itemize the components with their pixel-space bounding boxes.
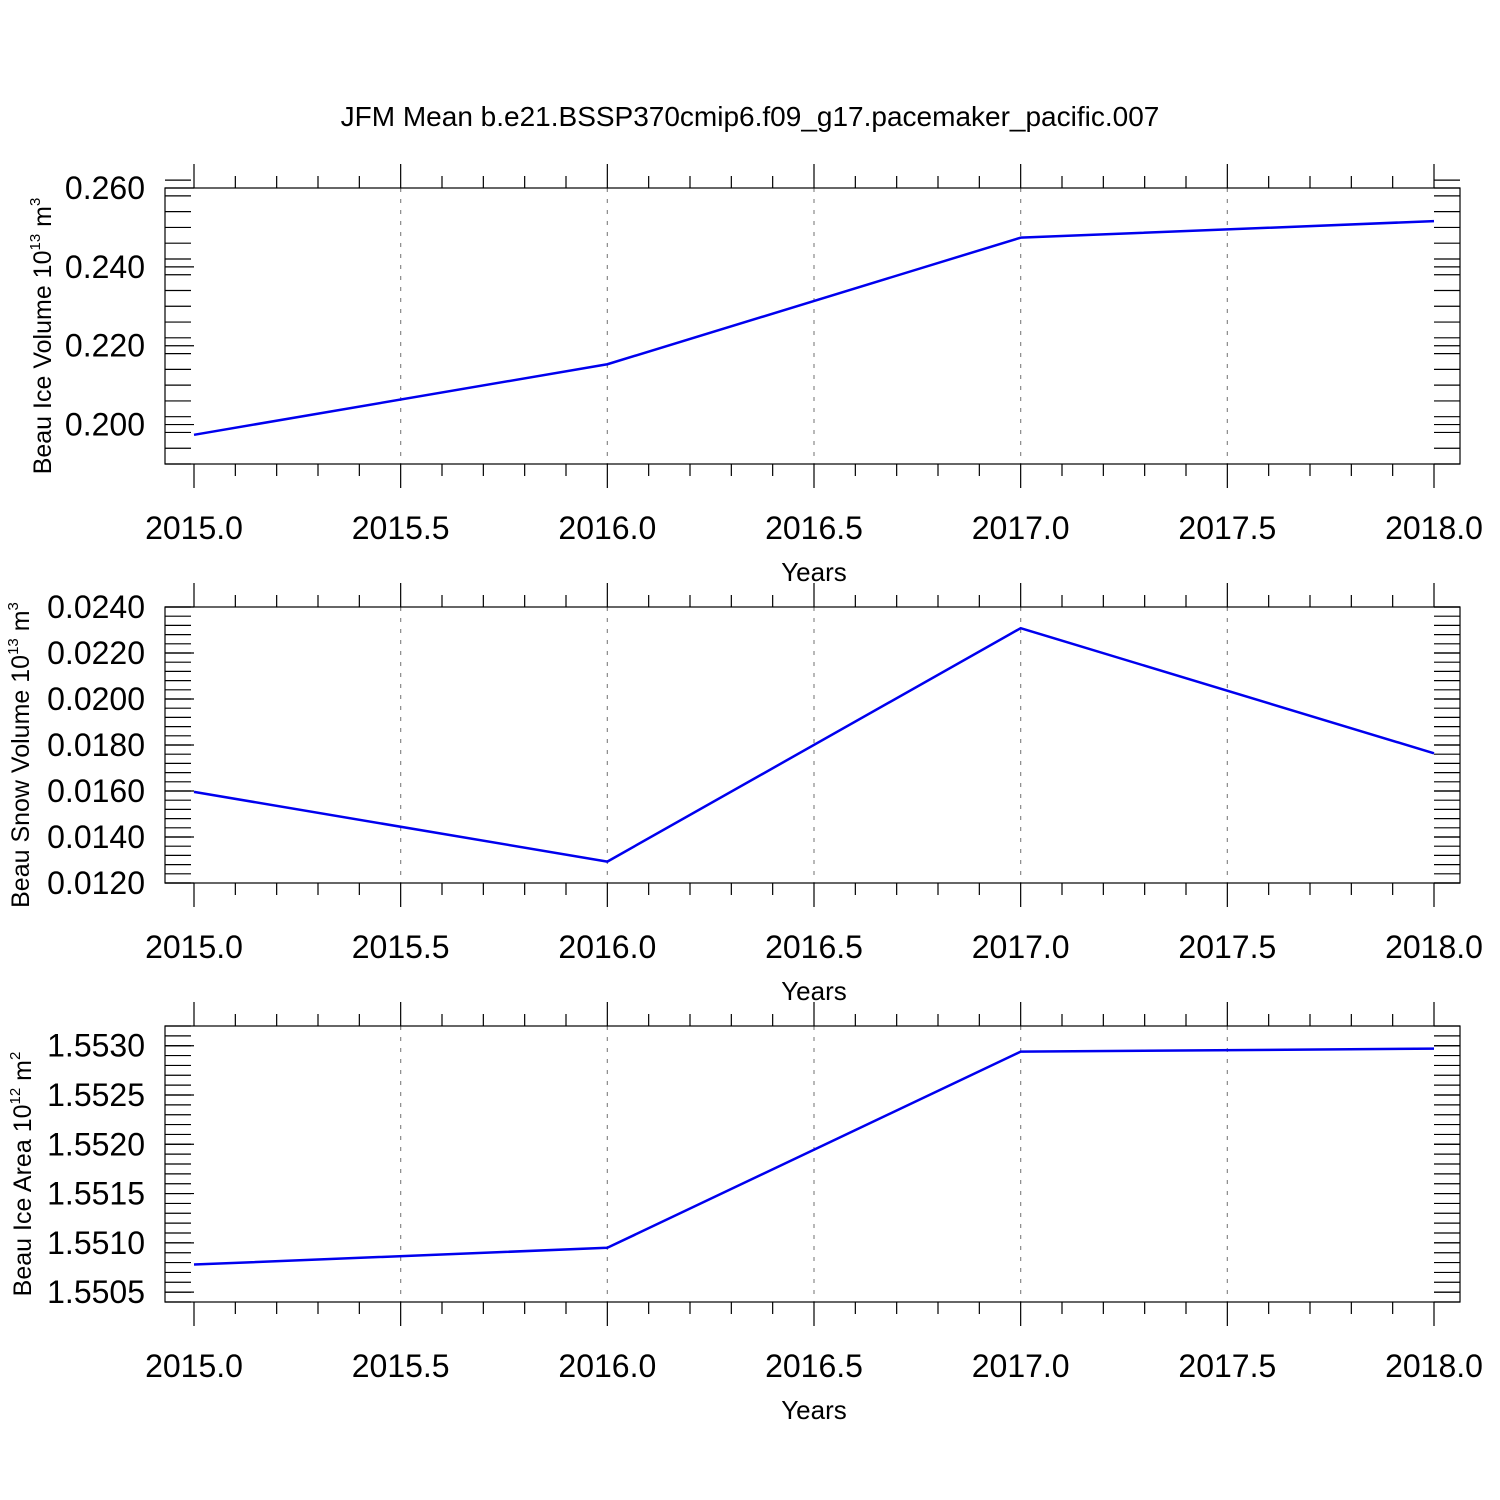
x-tick-label: 2016.5 [765,510,863,546]
x-tick-label: 2016.0 [558,929,656,965]
x-tick-label: 2017.5 [1178,929,1276,965]
y-tick-label: 1.5530 [47,1028,145,1064]
x-tick-label: 2017.0 [972,1348,1070,1384]
y-tick-label: 0.0220 [47,635,145,671]
y-axis-title: Beau Ice Volume 1013 m3 [27,198,57,475]
y-axis-title-part: Beau Ice Area 10 [9,1105,37,1297]
y-axis-title: Beau Ice Area 1012 m2 [7,1052,37,1297]
x-tick-label: 2016.5 [765,929,863,965]
panel-3: 2015.0 2015.5 2016.0 2016.5 2017.0 2017.5 2018… [7,1002,1483,1425]
y-tick-label: 1.5515 [47,1176,145,1212]
chart-title: JFM Mean b.e21.BSSP370cmip6.f09_g17.pace… [341,101,1160,132]
x-tick-label: 2015.0 [145,510,243,546]
x-tick-label: 2015.5 [352,1348,450,1384]
x-tick-label: 2016.5 [765,1348,863,1384]
y-tick-label: 0.200 [65,407,145,443]
y-axis-title-part: Beau Ice Volume 10 [29,251,57,475]
y-axis-title-part: m [29,206,57,234]
x-tick-label: 2017.0 [972,929,1070,965]
x-tick-label: 2015.5 [352,510,450,546]
plot-frame [164,1025,1461,1303]
panels: 2015.0 2015.5 2016.0 2016.5 2017.0 2017.5 2018… [5,164,1483,1425]
y-tick-label: 0.0180 [47,727,145,763]
panel-1: 2015.0 2015.5 2016.0 2016.5 2017.0 2017.5 2018… [27,164,1483,587]
y-tick-label: 0.240 [65,249,145,285]
y-tick-label: 0.0200 [47,681,145,717]
x-tick-label: 2017.5 [1178,1348,1276,1384]
data-line [193,626,1435,863]
y-tick-label: 0.0160 [47,773,145,809]
y-tick-label: 0.260 [65,170,145,206]
x-tick-label: 2016.0 [558,510,656,546]
y-tick-label: 0.0120 [47,865,145,901]
y-axis-title-superscript: 12 [7,1088,24,1105]
y-axis-title-superscript: 13 [5,638,22,655]
y-axis-title-part: Beau Snow Volume 10 [7,655,35,908]
x-axis-title: Years [781,557,847,587]
y-tick-label: 1.5505 [47,1274,145,1310]
x-tick-label: 2018.0 [1385,1348,1483,1384]
y-tick-label: 1.5525 [47,1077,145,1113]
data-line [193,1047,1435,1266]
x-tick-label: 2018.0 [1385,510,1483,546]
panel-2: 2015.0 2015.5 2016.0 2016.5 2017.0 2017.5 2018… [5,583,1483,1006]
plot-frame [164,187,1461,465]
x-tick-label: 2015.5 [352,929,450,965]
y-axis-title-superscript: 3 [27,198,44,206]
x-tick-label: 2016.0 [558,1348,656,1384]
x-tick-label: 2015.0 [145,929,243,965]
x-tick-label: 2017.0 [972,510,1070,546]
x-tick-label: 2017.5 [1178,510,1276,546]
data-line [193,219,1435,437]
y-axis-title-part: m [7,610,35,638]
y-tick-label: 1.5520 [47,1126,145,1162]
y-axis-title-superscript: 3 [5,602,22,610]
x-tick-label: 2015.0 [145,1348,243,1384]
x-axis-title: Years [781,976,847,1006]
y-tick-label: 0.0140 [47,819,145,855]
y-axis-title-superscript: 2 [7,1052,24,1060]
x-axis-title: Years [781,1395,847,1425]
x-tick-label: 2018.0 [1385,929,1483,965]
y-tick-label: 1.5510 [47,1225,145,1261]
y-tick-label: 0.220 [65,328,145,364]
y-axis-title-part: m [9,1060,37,1088]
y-axis-title-superscript: 13 [27,234,44,251]
y-tick-label: 0.0240 [47,589,145,625]
y-axis-title: Beau Snow Volume 1013 m3 [5,602,35,908]
